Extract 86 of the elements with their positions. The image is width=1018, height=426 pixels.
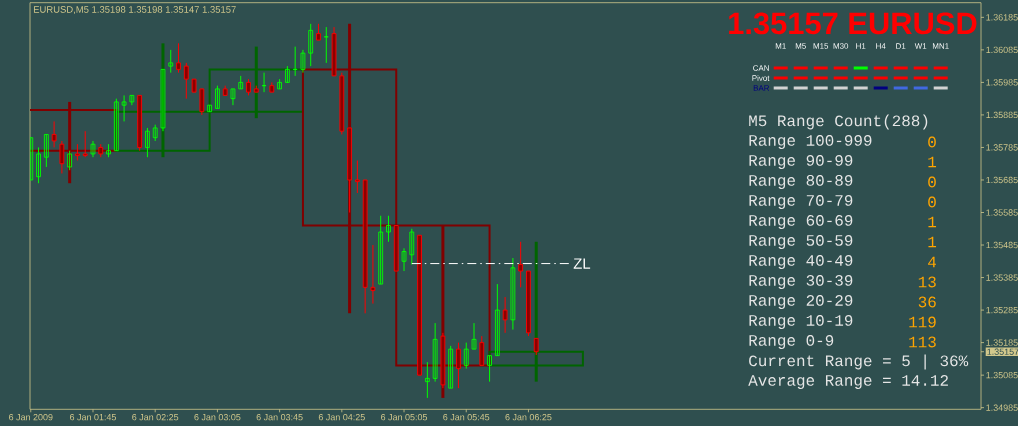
annotation: Range 30-39 (749, 275, 853, 289)
candlestick (424, 361, 430, 399)
candlestick (502, 296, 508, 334)
candlestick (30, 137, 34, 181)
candlestick (409, 228, 415, 266)
annotation: 1 (928, 216, 937, 228)
annotation: 113 (909, 336, 936, 348)
series-label: ZL (573, 258, 591, 269)
y-tick-label: 1.35785 (986, 144, 1018, 151)
candlestick (145, 127, 150, 158)
y-tick-label: 1.35685 (986, 176, 1018, 184)
x-tick-label: 6 Jan 06:25 (505, 413, 552, 421)
y-tick-label: 1.36085 (986, 46, 1018, 54)
candlestick (432, 322, 438, 383)
annotation: Current Range = 5 | 36% (749, 354, 969, 370)
annotation: 13 (918, 276, 936, 288)
candlestick (471, 322, 477, 350)
annotation: 0 (928, 196, 936, 208)
annotation: 36 (918, 296, 936, 308)
candlestick (168, 49, 174, 74)
y-tick-label: 1.35185 (986, 339, 1018, 346)
annotation: M5 Range Count(288) (749, 114, 928, 130)
annotation: Range 60-69 (749, 215, 853, 229)
annotation: Range 10-19 (749, 315, 853, 329)
candlestick (51, 120, 57, 148)
annotation: Average Range = 14.12 (748, 375, 948, 389)
x-tick-label: 6 Jan 05:45 (443, 413, 490, 421)
candlestick (284, 65, 290, 83)
x-tick-label: 6 Jan 03:05 (194, 413, 241, 421)
candlestick (401, 247, 407, 272)
annotation: Range 20-29 (749, 295, 853, 309)
candlestick (36, 146, 41, 184)
annotation: 119 (909, 316, 936, 328)
candlestick (113, 98, 119, 152)
candlestick (354, 159, 360, 194)
candlestick (199, 88, 205, 116)
candlestick (308, 23, 314, 67)
x-tick-label: 6 Jan 2009 (9, 413, 53, 421)
x-tick-label: 6 Jan 02:25 (132, 413, 179, 421)
y-tick-label: 1.35885 (986, 111, 1018, 119)
candlestick (494, 283, 500, 357)
annotation: 1.35157 EURUSD (729, 12, 977, 35)
candlestick (378, 215, 384, 285)
candlestick (121, 94, 127, 122)
y-tick-label: 1.34985 (986, 404, 1018, 411)
y-tick-label: 1.35285 (986, 306, 1018, 314)
candlestick (90, 140, 96, 158)
annotation: 4 (928, 256, 936, 268)
chart-title: EURUSD,M5 1.35198 1.35198 1.35147 1.35157 (33, 6, 236, 14)
annotation: Range 80-89 (749, 175, 853, 189)
x-tick-label: 6 Jan 03:45 (256, 413, 303, 421)
candlestick (183, 62, 189, 100)
x-tick-label: 6 Jan 04:25 (318, 413, 365, 421)
candlestick (300, 49, 306, 74)
candlestick (215, 85, 220, 109)
y-tick-label: 1.35157 (987, 348, 1018, 355)
y-tick-label: 1.35385 (986, 274, 1018, 281)
annotation: Range 50-59 (749, 235, 853, 249)
candlestick (129, 94, 135, 106)
annotation: 0 (928, 176, 936, 188)
candlestick (518, 241, 524, 288)
y-tick-label: 1.36185 (986, 14, 1018, 21)
candlestick (510, 257, 516, 331)
y-tick-label: 1.35085 (986, 371, 1018, 379)
candlestick (487, 355, 492, 383)
candlestick (448, 345, 454, 389)
candlestick (386, 215, 391, 243)
candlestick (43, 133, 49, 168)
annotation: 1 (928, 156, 937, 168)
annotation: Range 70-79 (749, 195, 853, 209)
candlestick (230, 88, 236, 106)
x-tick-label: 6 Jan 05:05 (381, 413, 428, 421)
x-tick-label: 6 Jan 01:45 (70, 413, 117, 421)
y-tick-label: 1.35485 (986, 241, 1018, 249)
candlestick (370, 244, 376, 305)
annotation: 1 (928, 236, 937, 248)
annotation: 0 (928, 136, 936, 148)
annotation: Range 100-999 (749, 135, 872, 149)
y-tick-label: 1.35985 (986, 79, 1018, 86)
annotation: Range 0-9 (749, 335, 834, 349)
annotation: Range 90-99 (749, 155, 853, 169)
candlestick (67, 150, 73, 171)
candlestick (176, 42, 181, 74)
y-tick-label: 1.35585 (986, 209, 1018, 216)
annotation: Range 40-49 (749, 255, 853, 269)
candlestick (463, 342, 469, 370)
